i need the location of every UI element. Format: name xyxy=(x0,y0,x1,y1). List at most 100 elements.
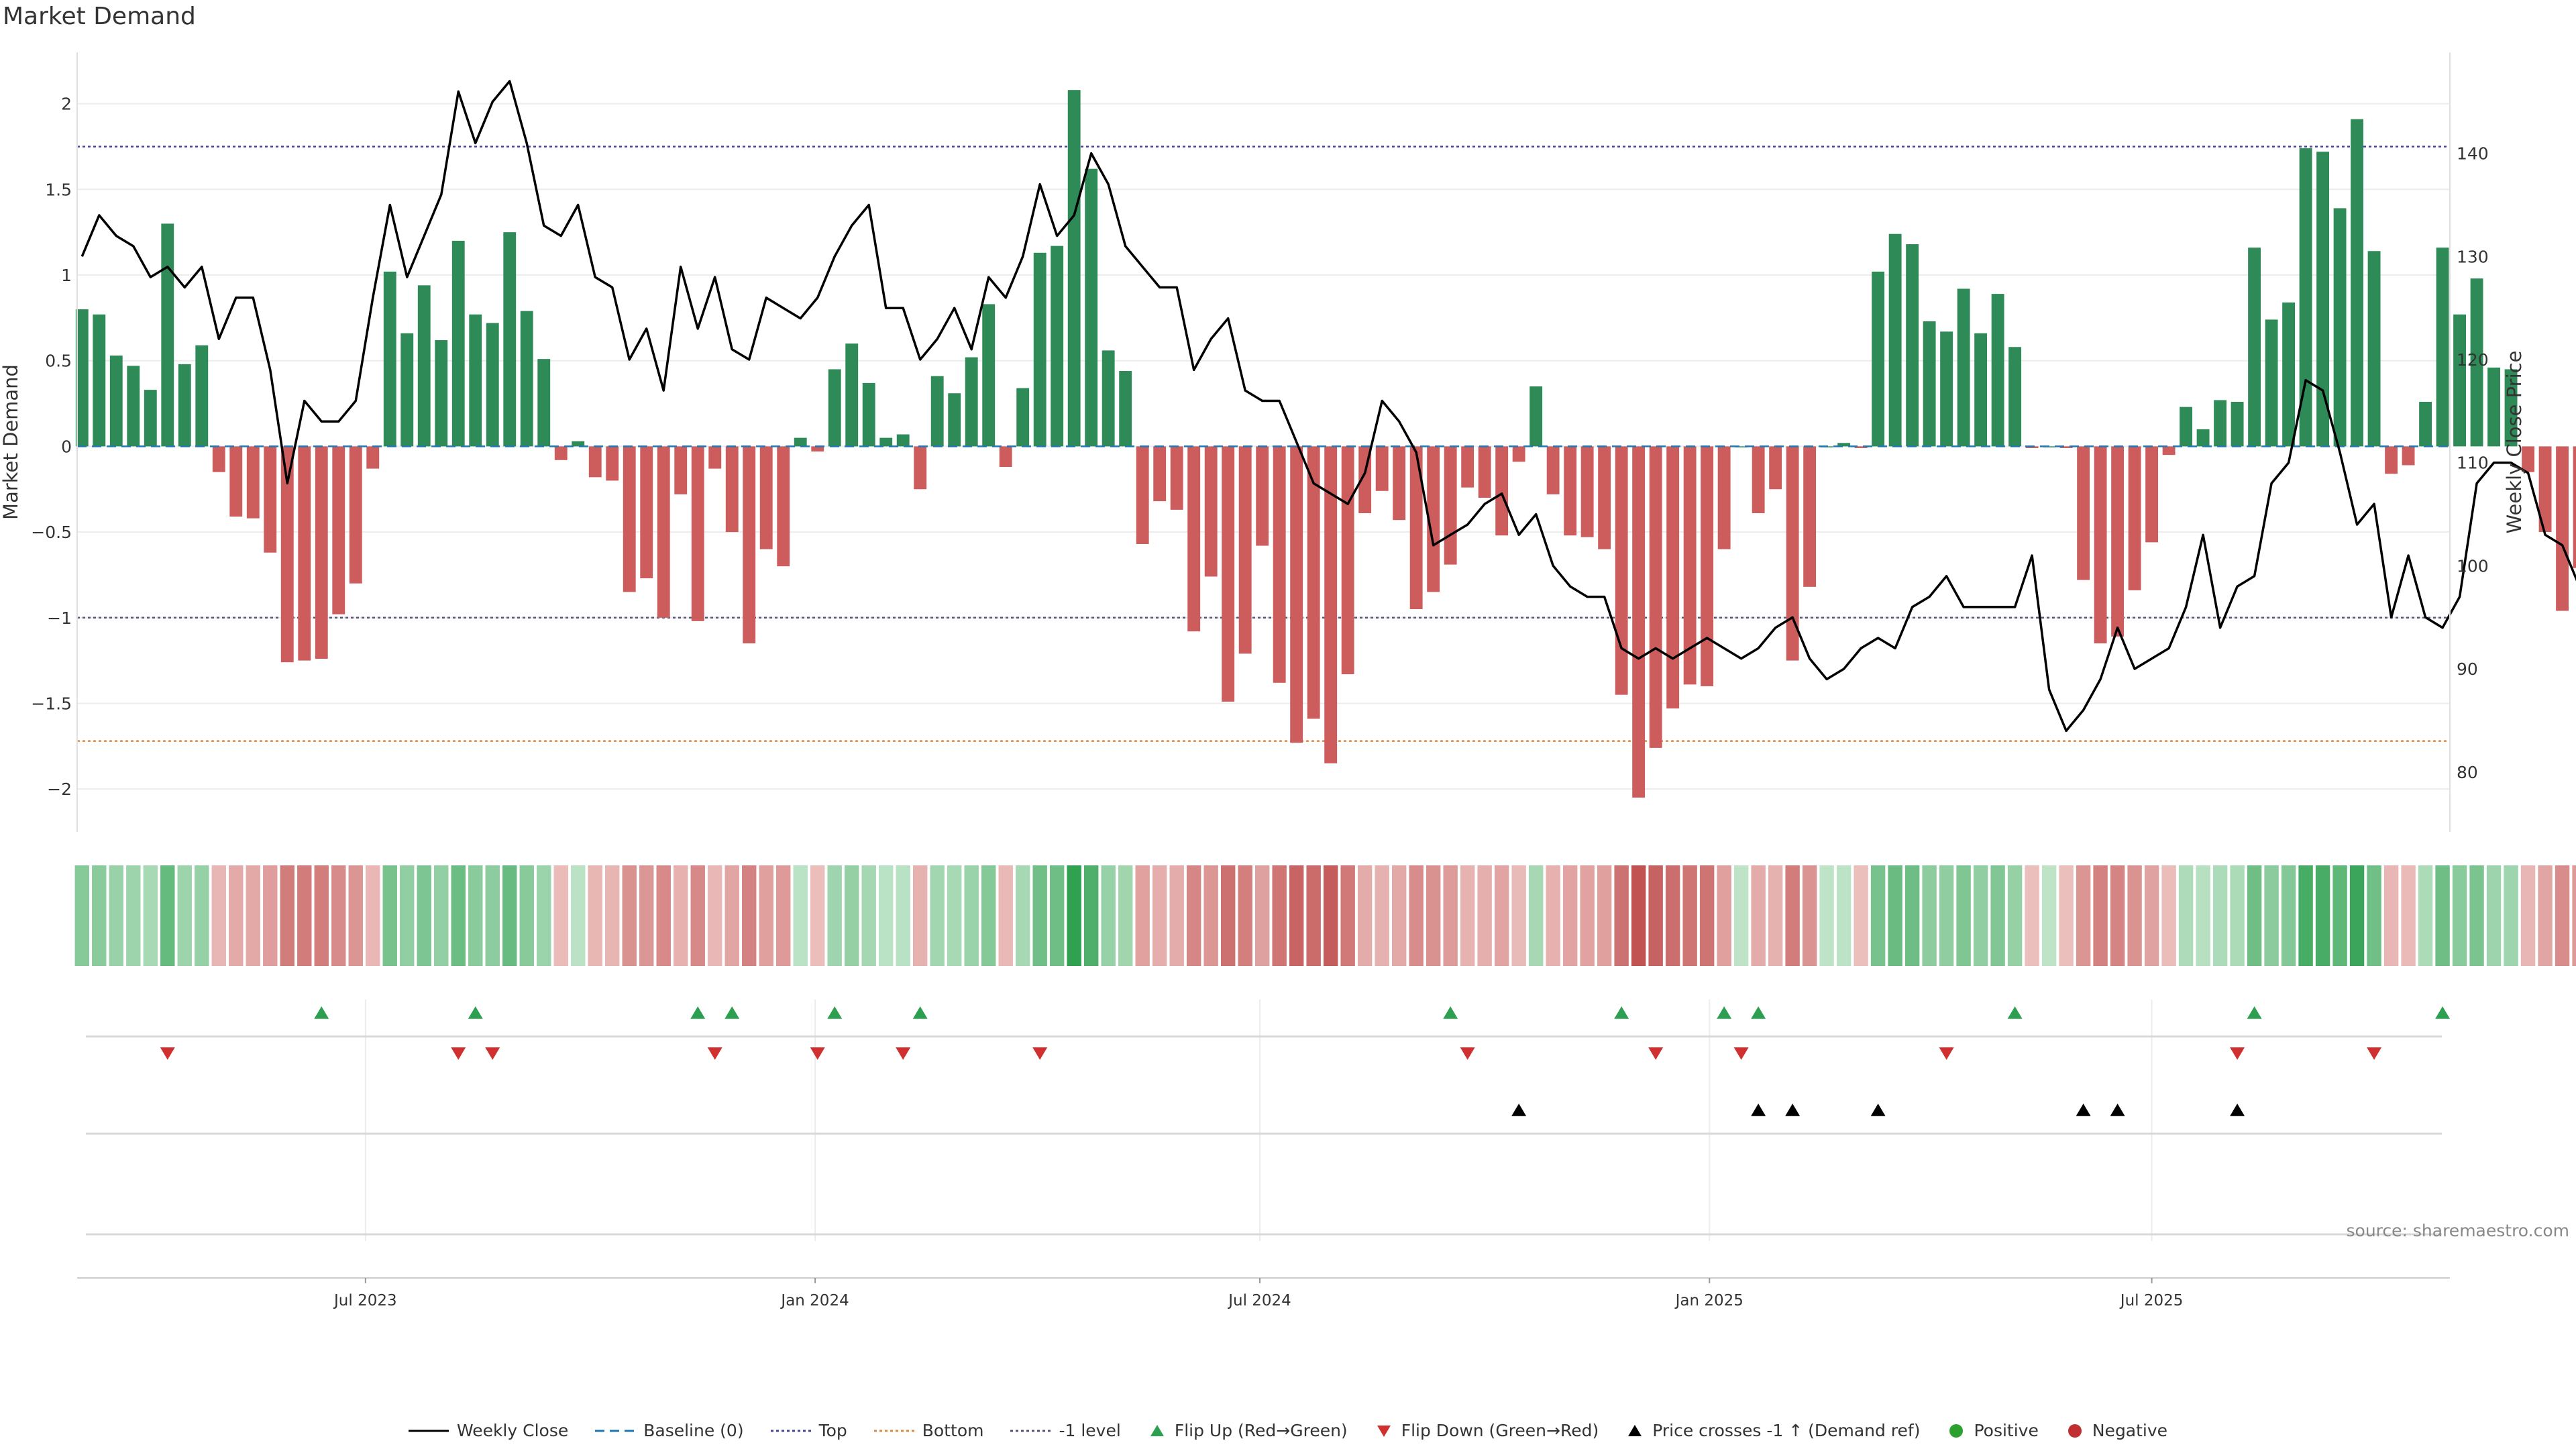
demand-bar xyxy=(400,333,414,447)
heat-cell xyxy=(1460,865,1475,966)
x-tick-label: Jan 2025 xyxy=(1674,1292,1743,1309)
heat-cell xyxy=(1306,865,1321,966)
demand-bar xyxy=(1238,446,1252,654)
heat-cell xyxy=(793,865,808,966)
heat-cell xyxy=(1562,865,1578,966)
x-tick-label: Jan 2024 xyxy=(780,1292,849,1309)
heat-cell xyxy=(2452,865,2467,966)
demand-bar xyxy=(1290,446,1303,743)
demand-bar xyxy=(2111,446,2125,637)
heat-cell xyxy=(2281,865,2296,966)
legend-item: Flip Up (Red→Green) xyxy=(1148,1421,1348,1440)
flip-down-marker xyxy=(896,1047,911,1060)
legend-swatch xyxy=(1628,1424,1642,1436)
demand-bar xyxy=(862,382,875,447)
demand-bar xyxy=(1256,446,1269,546)
demand-bar xyxy=(2008,347,2022,447)
demand-bar xyxy=(930,376,944,447)
heat-cell xyxy=(2520,865,2536,966)
heat-cell xyxy=(2383,865,2399,966)
legend-item: Top xyxy=(770,1421,847,1440)
heat-cell xyxy=(708,865,722,966)
flip-down-marker xyxy=(810,1047,825,1060)
heat-cell xyxy=(1169,865,1184,966)
demand-bar xyxy=(2436,248,2449,447)
demand-bar xyxy=(1752,446,1765,513)
heat-cell xyxy=(434,865,449,966)
heat-cell xyxy=(1973,865,1988,966)
demand-bar xyxy=(2385,446,2398,474)
flip-up-marker xyxy=(2247,1006,2262,1019)
heat-cell xyxy=(1238,865,1252,966)
heat-cell xyxy=(2418,865,2433,966)
demand-bar xyxy=(2402,446,2415,466)
heat-cell xyxy=(845,865,859,966)
demand-bar xyxy=(1204,446,1218,577)
demand-bar xyxy=(708,446,722,469)
demand-bar xyxy=(982,304,996,447)
reference-lines xyxy=(77,146,2450,742)
heat-cell xyxy=(2555,865,2570,966)
heat-cell xyxy=(1272,865,1287,966)
heat-cell xyxy=(2076,865,2091,966)
demand-bar xyxy=(2419,401,2432,447)
flip-up-marker xyxy=(314,1006,329,1019)
y2-tick-label: 80 xyxy=(2457,763,2478,782)
heat-cell xyxy=(1717,865,1731,966)
heat-cell xyxy=(1477,865,1492,966)
heat-cell xyxy=(280,865,294,966)
demand-bar xyxy=(674,446,688,494)
demand-bar xyxy=(75,309,89,447)
flip-up-marker xyxy=(1751,1006,1766,1019)
heat-cell xyxy=(2247,865,2262,966)
heat-cell xyxy=(1067,865,1081,966)
demand-bar xyxy=(383,271,396,447)
heat-cell xyxy=(930,865,945,966)
price-cross-marker xyxy=(1511,1104,1527,1116)
y-tick-label: 1 xyxy=(61,266,72,285)
heat-cell xyxy=(74,865,89,966)
heat-cell xyxy=(776,865,791,966)
demand-bar xyxy=(1478,446,1491,498)
heat-cell xyxy=(451,865,466,966)
demand-bar xyxy=(1546,446,1560,494)
y-tick-label: −0.5 xyxy=(31,523,72,542)
heat-cell xyxy=(92,865,107,966)
demand-bar xyxy=(1991,294,2004,447)
demand-bar xyxy=(1153,446,1167,502)
flip-up-marker xyxy=(912,1006,928,1019)
legend-label: Weekly Close xyxy=(456,1421,569,1440)
demand-bar xyxy=(811,446,824,452)
heat-cell xyxy=(1049,865,1065,966)
heat-cell xyxy=(1870,865,1886,966)
demand-bar xyxy=(1085,168,1098,447)
legend-label: Negative xyxy=(2092,1421,2168,1440)
chart-title: Market Demand xyxy=(3,3,196,30)
price-cross-marker xyxy=(2076,1104,2091,1116)
heat-cell xyxy=(896,865,910,966)
demand-bar xyxy=(1837,443,1851,447)
heat-cell xyxy=(417,865,431,966)
demand-bar xyxy=(1307,446,1320,719)
heat-cell xyxy=(2349,865,2365,966)
demand-bar xyxy=(2214,400,2227,447)
demand-bar xyxy=(2538,446,2552,533)
flip-down-marker xyxy=(2367,1047,2382,1060)
heat-cell xyxy=(1546,865,1560,966)
demand-bar xyxy=(914,446,927,490)
y-tick-label: −2 xyxy=(47,780,72,799)
demand-bar xyxy=(417,285,431,447)
demand-bar xyxy=(1170,446,1183,510)
demand-bar xyxy=(1341,446,1354,675)
demand-bar xyxy=(332,446,345,614)
heat-cell xyxy=(2059,865,2074,966)
heat-cell xyxy=(1254,865,1270,966)
heat-cell xyxy=(1118,865,1133,966)
source-note: source: sharemaestro.com xyxy=(2346,1221,2570,1240)
heat-cell xyxy=(1426,865,1441,966)
y-tick-label: 2 xyxy=(61,95,72,114)
y-tick-label: 0 xyxy=(61,437,72,456)
demand-bar xyxy=(229,446,243,517)
heat-cell xyxy=(263,865,278,966)
heat-cell xyxy=(2127,865,2142,966)
